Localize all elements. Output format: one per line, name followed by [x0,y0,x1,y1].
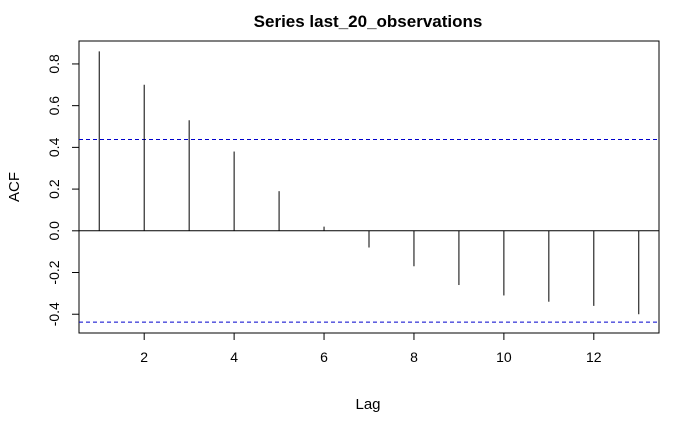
plot-frame [78,40,660,334]
y-tick-label-4: 0.4 [46,137,62,157]
y-tick-label-2: 0.0 [46,221,62,241]
x-tick-label-2: 2 [140,349,148,365]
x-axis: 2 4 6 8 10 12 [140,333,602,365]
x-tick-label-10: 10 [496,349,512,365]
y-axis-title: ACF [6,172,23,202]
y-tick-label-3: 0.2 [46,179,62,199]
x-tick-label-4: 4 [230,349,238,365]
chart-title: Series last_20_observations [254,12,483,31]
y-tick-label-1: -0.2 [46,260,62,284]
x-tick-label-12: 12 [586,349,602,365]
plot-marks [79,51,659,323]
x-tick-label-8: 8 [410,349,418,365]
y-tick-label-5: 0.6 [46,96,62,116]
y-tick-label-0: -0.4 [46,302,62,326]
x-tick-label-6: 6 [320,349,328,365]
y-axis: -0.4 -0.2 0.0 0.2 0.4 0.6 0.8 [46,54,79,326]
x-axis-title: Lag [355,396,380,413]
y-tick-label-6: 0.8 [46,54,62,74]
